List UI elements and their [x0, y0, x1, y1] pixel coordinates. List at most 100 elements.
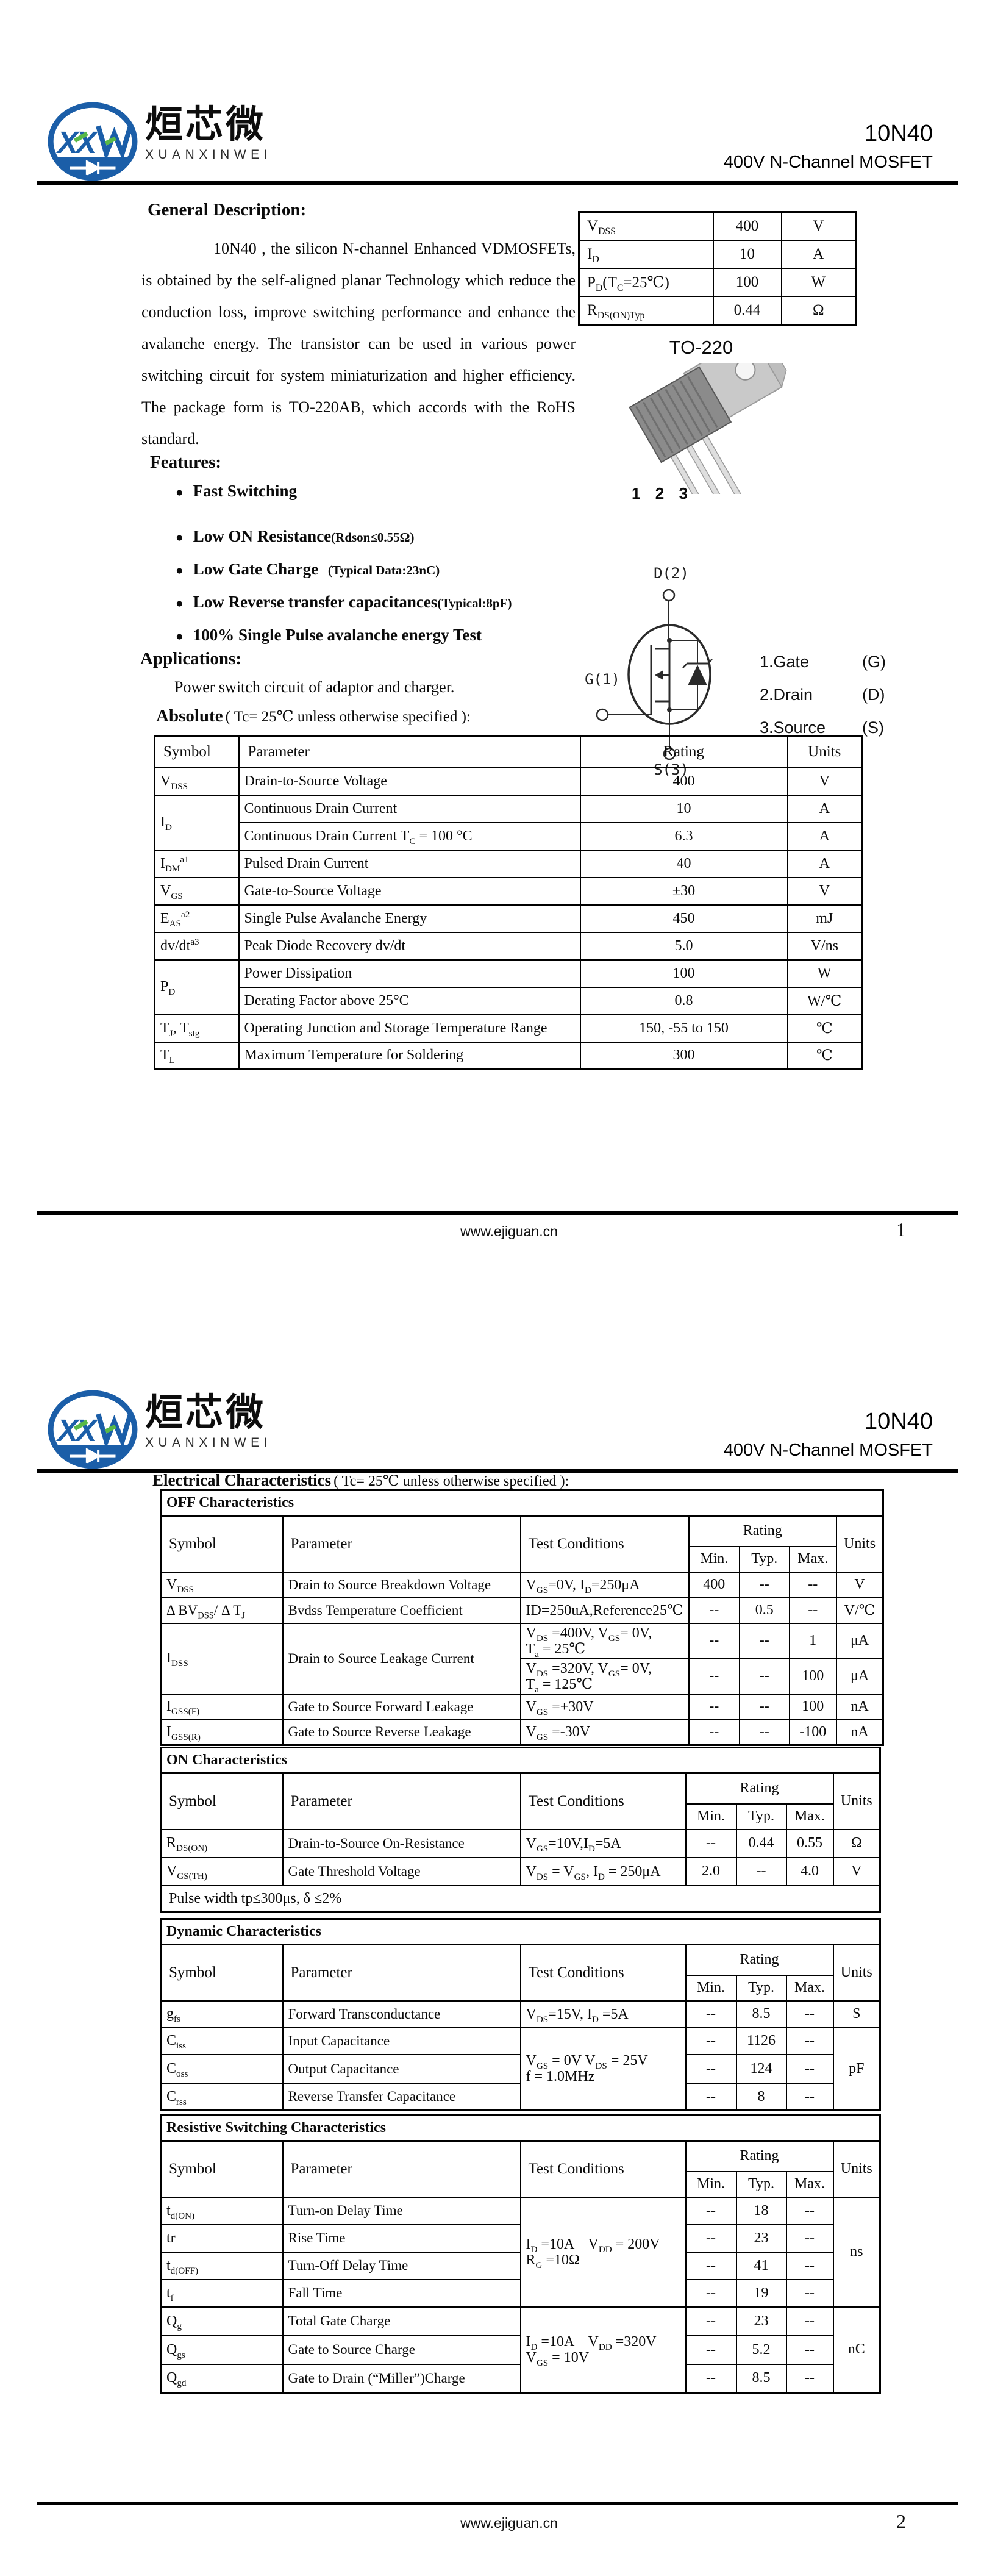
legend-source: 3.Source (S) — [760, 718, 884, 737]
company-logo: X X 烜芯微 XUANXINWEI — [46, 102, 272, 183]
package-name: TO-220 — [669, 337, 733, 358]
col-min: Min. — [685, 1974, 737, 2002]
col-parameter: Parameter — [238, 735, 581, 768]
applications-body: Power switch circuit of adaptor and char… — [174, 678, 455, 696]
table-row: td(ON) Turn-on Delay Time ID =10A VDD = … — [160, 2196, 881, 2308]
table-row: Continuous Drain Current TC = 100 °C 6.3… — [155, 821, 863, 851]
table-row: Δ BVDSS/ Δ TJ Bvdss Temperature Coeffici… — [160, 1597, 884, 1624]
bullet-icon: ● — [176, 596, 184, 610]
page-2: X X 烜芯微 XUANXINWEI 10N40 — [0, 1288, 995, 2576]
col-rating: Rating — [685, 1772, 834, 1805]
col-rating: Rating — [685, 2140, 834, 2172]
footer-website: www.ejiguan.cn — [460, 1223, 558, 1239]
general-description-title: General Description: — [148, 200, 307, 220]
col-test-conditions: Test Conditions — [519, 1515, 690, 1573]
table-row: tr Rise Time -- 23 -- — [160, 2224, 880, 2253]
table-row: td(OFF) Turn-Off Delay Time -- 41 -- — [160, 2251, 880, 2280]
col-units: Units — [786, 735, 863, 768]
applications-title: Applications: — [140, 649, 241, 668]
table-row: PD Power Dissipation 100 W — [154, 959, 863, 1015]
table-title: ON Characteristics — [160, 1747, 881, 1774]
table-row: ID 10 A — [578, 240, 857, 269]
table-row: Qgs Gate to Source Charge -- 5.2 -- — [160, 2334, 880, 2365]
col-parameter: Parameter — [282, 1944, 521, 2002]
pin-number-2: 2 — [655, 484, 665, 503]
svg-text:X: X — [74, 1413, 99, 1448]
spec-symbol: PD(TC=25℃) — [578, 268, 714, 297]
pinout-legend: 1.Gate (G) 2.Drain (D) 3.Source (S) — [760, 653, 886, 751]
feature-item: ● Low Reverse transfer capacitances (Typ… — [176, 593, 512, 611]
brand-chinese: 烜芯微 — [145, 1390, 266, 1434]
bullet-icon: ● — [176, 530, 184, 545]
col-parameter: Parameter — [282, 1515, 521, 1573]
spec-value: 100 — [712, 268, 782, 297]
header-rule — [37, 1469, 958, 1473]
feature-item: ● 100% Single Pulse avalanche energy Tes… — [176, 626, 482, 644]
switching-characteristics-table: Resistive Switching Characteristics Symb… — [160, 2114, 881, 2394]
table-row: IDMa1 Pulsed Drain Current 40 A — [154, 849, 863, 878]
table-title: OFF Characteristics — [160, 1489, 884, 1517]
table-row: Coss Output Capacitance -- 124 -- — [160, 2053, 880, 2084]
col-symbol: Symbol — [160, 1944, 284, 2002]
feature-item: ● Low Gate Charge (Typical Data:23nC) — [176, 560, 440, 578]
col-typ: Typ. — [735, 2170, 787, 2198]
table-row: VDS =320V, VGS= 0V, Ta = 125℃ -- -- 100 … — [161, 1658, 884, 1695]
footer-rule — [37, 2502, 958, 2505]
table-title: Resistive Switching Characteristics — [160, 2114, 881, 2142]
spec-symbol: VDSS — [578, 211, 714, 241]
bullet-icon: ● — [176, 563, 184, 578]
dynamic-characteristics-table: Dynamic Characteristics Symbol Parameter… — [160, 1918, 881, 2111]
col-symbol: Symbol — [160, 1515, 284, 1573]
col-max: Max. — [785, 2170, 834, 2198]
spec-unit: V — [780, 211, 857, 241]
package-pin-numbers: 1 2 3 — [632, 484, 688, 503]
bullet-icon: ● — [176, 485, 184, 499]
quick-specs-table: VDSS 400 V ID 10 A PD(TC=25℃) 100 W RDS(… — [578, 211, 857, 326]
absolute-title: Absolute ( Tc= 25℃ unless otherwise spec… — [156, 706, 471, 726]
col-min: Min. — [688, 1545, 740, 1573]
table-row: RDS(ON) Drain-to-Source On-Resistance VG… — [160, 1828, 881, 1858]
table-row: Qgd Gate to Drain (“Miller”)Charge -- 8.… — [160, 2363, 880, 2394]
page-number: 2 — [896, 2510, 906, 2532]
gate-pin-label: G(1) — [585, 671, 620, 688]
col-rating: Rating — [688, 1515, 837, 1547]
table-row: VDSS Drain to Source Breakdown Voltage V… — [160, 1571, 884, 1598]
col-typ: Typ. — [735, 1974, 787, 2002]
table-row: EASa2 Single Pulse Avalanche Energy 450 … — [154, 904, 863, 933]
col-symbol: Symbol — [154, 735, 240, 768]
table-row: IGSS(R) Gate to Source Reverse Leakage V… — [160, 1719, 884, 1746]
col-typ: Typ. — [738, 1545, 790, 1573]
table-row: dv/dta3 Peak Diode Recovery dv/dt 5.0 V/… — [154, 931, 863, 961]
brand-english: XUANXINWEI — [145, 148, 273, 162]
col-units: Units — [835, 1515, 884, 1573]
legend-gate: 1.Gate (G) — [760, 653, 886, 671]
col-parameter: Parameter — [282, 1772, 521, 1830]
col-max: Max. — [788, 1545, 837, 1573]
footer-rule — [37, 1211, 958, 1215]
pulse-width-note: Pulse width tp≤300μs, δ ≤2% — [160, 1884, 881, 1913]
logo-emblem-icon: X X — [48, 1390, 138, 1469]
col-rating: Rating — [579, 735, 788, 768]
col-min: Min. — [685, 2170, 737, 2198]
features-title: Features: — [150, 453, 222, 472]
col-units: Units — [832, 2140, 881, 2198]
svg-text:X: X — [74, 125, 99, 160]
part-number: 10N40 — [865, 1409, 933, 1434]
spec-value: 10 — [712, 240, 782, 269]
mosfet-symbol — [596, 589, 713, 760]
table-row: tf Fall Time -- 19 -- — [160, 2278, 880, 2308]
col-rating: Rating — [685, 1944, 834, 1976]
shared-test-conditions: VGS = 0V VDS = 25V f = 1.0MHz — [519, 2027, 687, 2111]
charge-unit: nC — [832, 2306, 881, 2394]
table-row: ID Continuous Drain Current 10 A — [154, 794, 863, 851]
table-row: Qg Total Gate Charge ID =10A VDD =320V V… — [160, 2306, 881, 2394]
table-row: gfs Forward Transconductance VDS=15V, ID… — [160, 2000, 881, 2028]
table-row: VGS(TH) Gate Threshold Voltage VDS = VGS… — [160, 1856, 881, 1886]
table-row: RDS(ON)Typ 0.44 Ω — [578, 296, 857, 326]
shared-test-conditions: ID =10A VDD = 200V RG =10Ω — [519, 2196, 687, 2308]
col-typ: Typ. — [735, 1803, 787, 1830]
col-symbol: Symbol — [160, 2140, 284, 2198]
shared-test-conditions: ID =10A VDD =320V VGS = 10V — [519, 2306, 687, 2394]
spec-unit: A — [780, 240, 857, 269]
table-row: Ciss Input Capacitance VGS = 0V VDS = 25… — [160, 2027, 881, 2111]
